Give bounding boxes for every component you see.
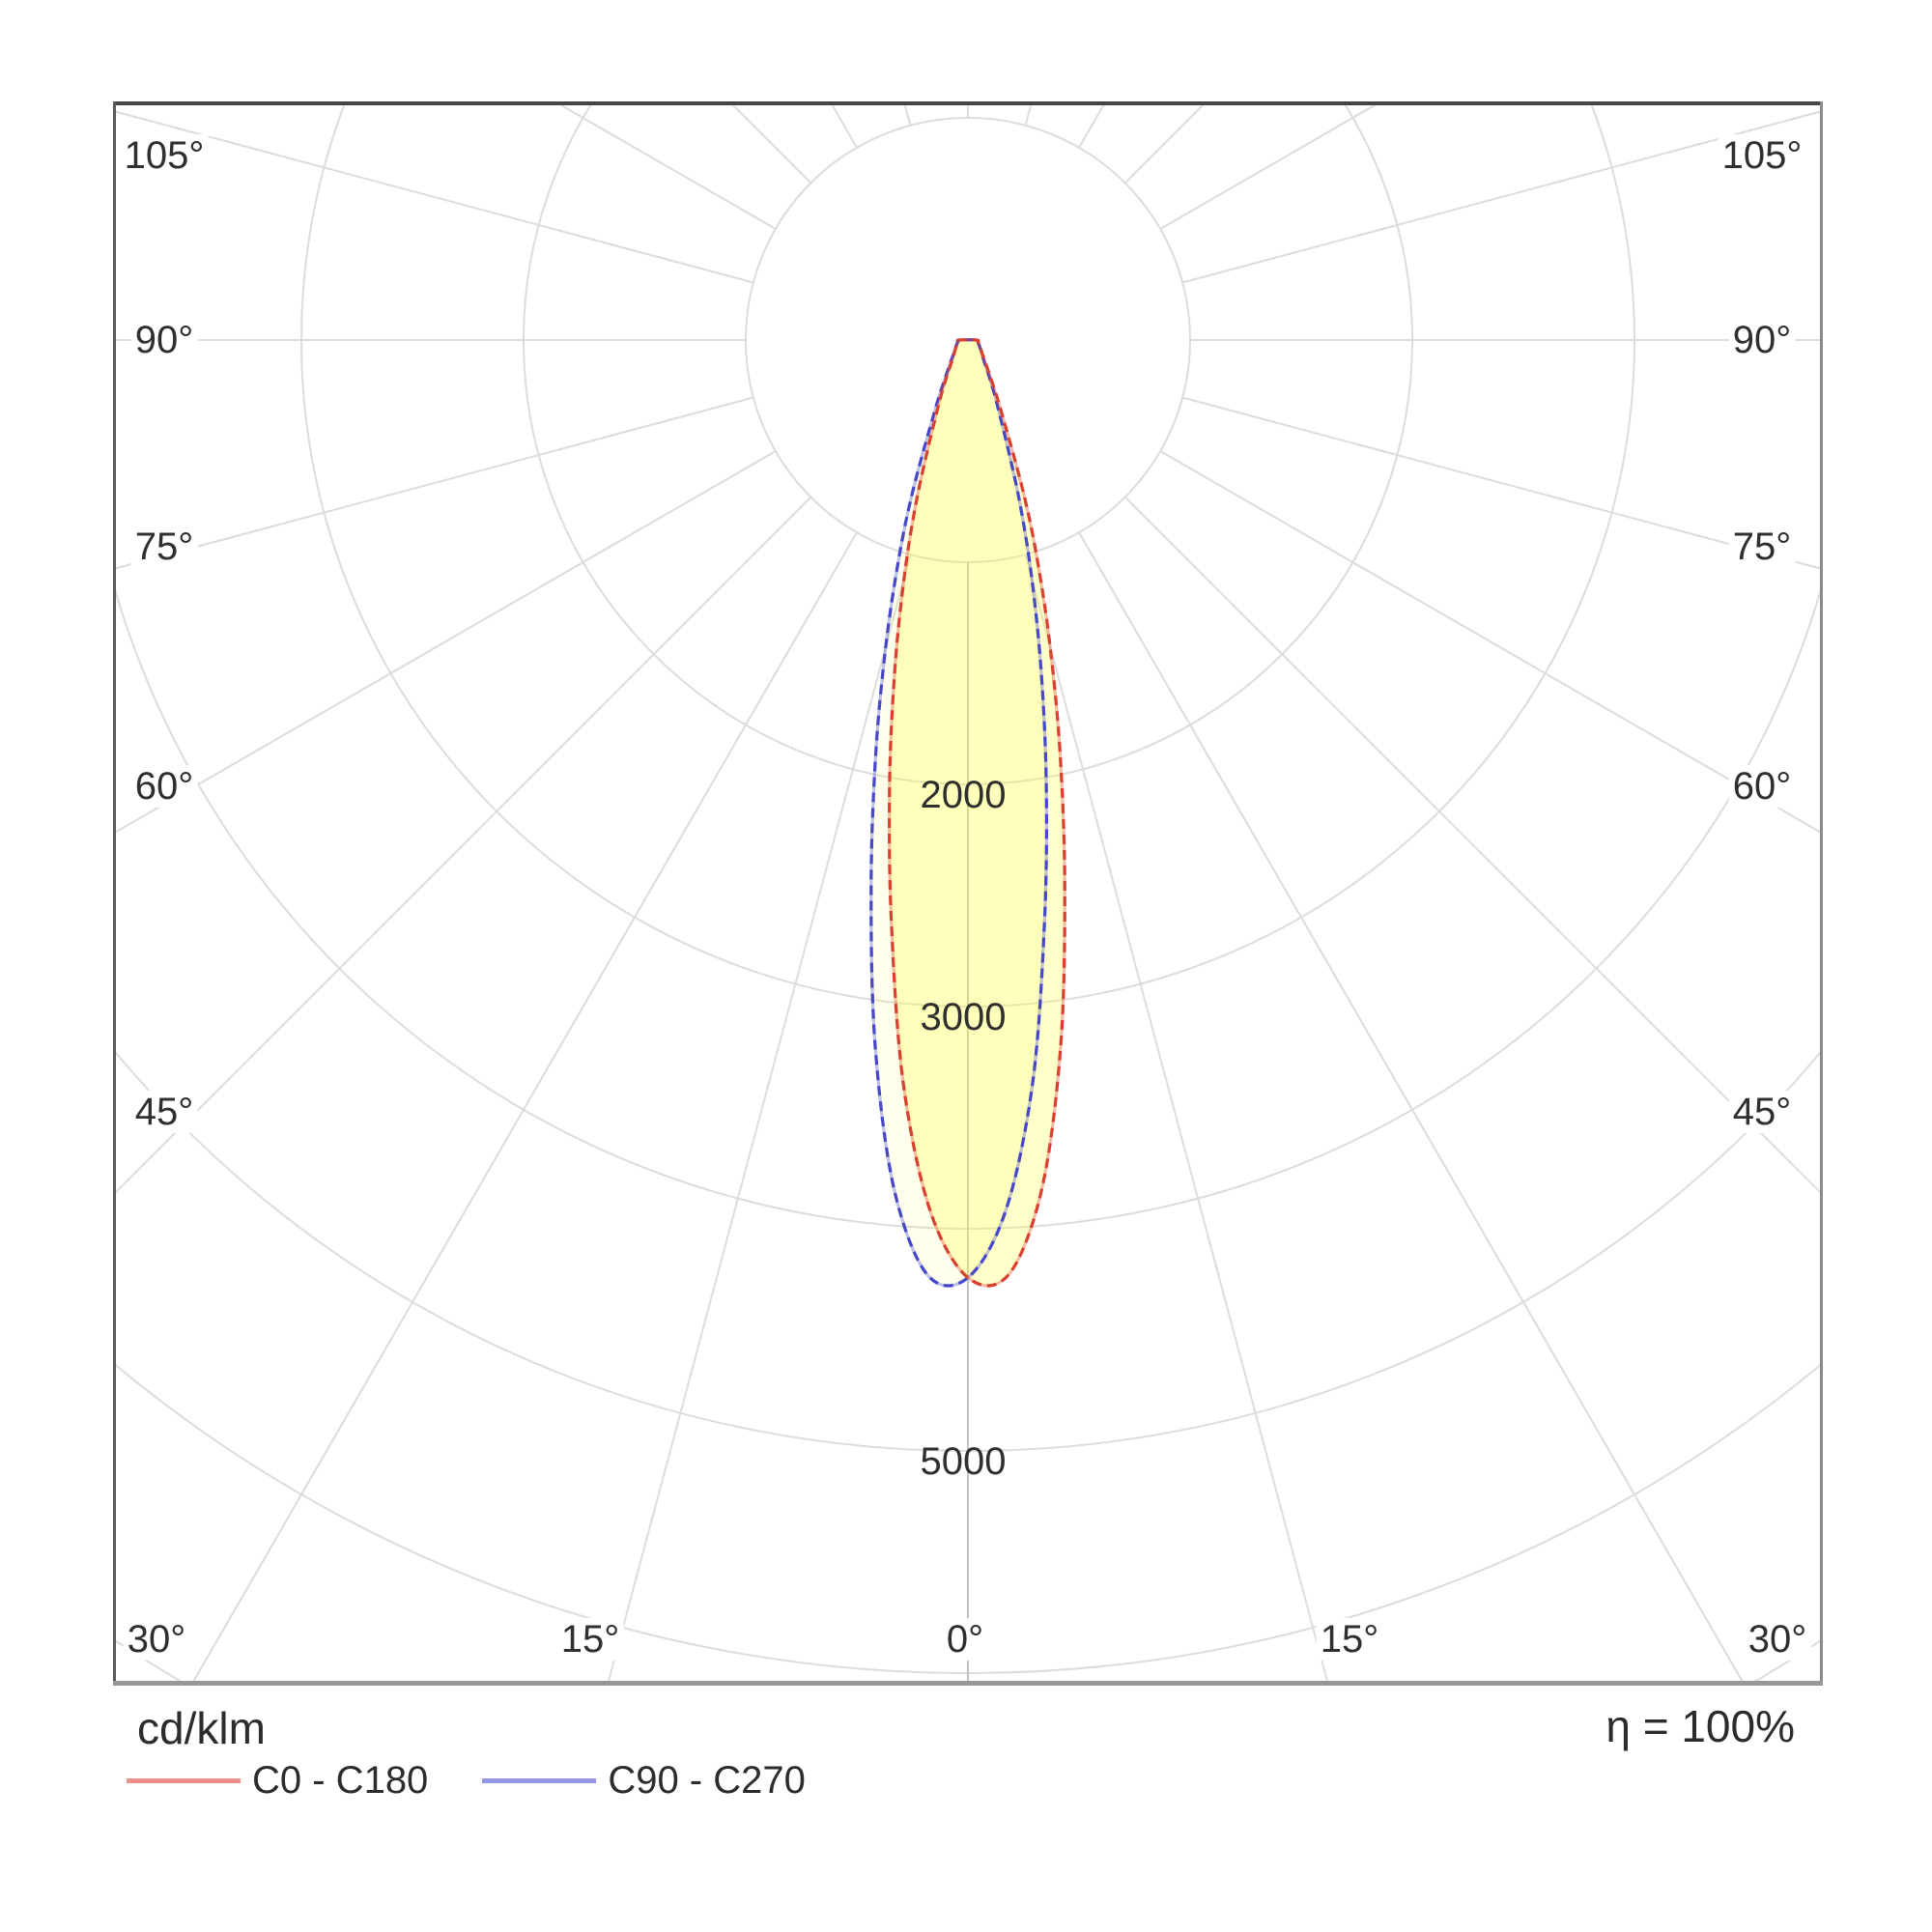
grid-ray-135 <box>1123 105 1205 185</box>
ring-value-label-5000: 5000 <box>921 1440 1007 1483</box>
angle-label-right-105°: 105° <box>1718 134 1806 177</box>
frame-border-top <box>113 101 1823 105</box>
angle-label-right-45°: 45° <box>1728 1091 1796 1133</box>
legend-label-c90-c270: C90 - C270 <box>608 1758 806 1802</box>
angle-label-bottom-4-30°: 30° <box>1744 1618 1811 1661</box>
ring-value-label-3000: 3000 <box>921 996 1007 1038</box>
angle-label-right-90°: 90° <box>1728 319 1796 361</box>
angle-label-left-60°: 60° <box>130 765 198 808</box>
legend-label-c0-c180: C0 - C180 <box>252 1758 429 1802</box>
angle-label-left-45°: 45° <box>130 1091 198 1133</box>
frame-border-bottom <box>113 1681 1823 1686</box>
grid-ray--105 <box>116 110 754 284</box>
angle-label-left-75°: 75° <box>130 526 198 568</box>
legend-line-c0-c180 <box>127 1777 241 1783</box>
grid-ray-75 <box>1181 396 1820 570</box>
beam-fill-c0-c180 <box>889 339 1065 1286</box>
grid-ray--60 <box>116 450 777 834</box>
angle-label-right-60°: 60° <box>1728 765 1796 808</box>
grid-ray-105 <box>1181 110 1820 284</box>
grid-ray-60 <box>1159 450 1820 834</box>
frame-border-left <box>113 101 116 1686</box>
ring-value-label-2000: 2000 <box>921 774 1007 816</box>
efficiency-label: η = 100% <box>1605 1701 1795 1751</box>
angle-label-left-90°: 90° <box>130 319 198 361</box>
angle-label-bottom-1-15°: 15° <box>556 1618 624 1661</box>
grid-ray--75 <box>116 396 754 570</box>
grid-ray--120 <box>559 105 777 230</box>
angle-label-right-75°: 75° <box>1728 526 1796 568</box>
grid-ray-15 <box>1024 554 1328 1681</box>
frame-border-right <box>1820 101 1823 1686</box>
grid-ray-165 <box>1024 105 1033 127</box>
curve-c0-c180 <box>887 338 1066 1288</box>
units-label: cd/klm <box>137 1703 266 1753</box>
grid-ray--45 <box>116 496 812 1194</box>
grid-ray--15 <box>608 554 912 1681</box>
grid-ray--150 <box>831 105 858 149</box>
beam-fill-c90-c270 <box>870 339 1047 1286</box>
grid-ray-45 <box>1123 496 1820 1194</box>
legend-line-c90-c270 <box>482 1777 597 1783</box>
angle-label-bottom-0-30°: 30° <box>123 1618 190 1661</box>
grid-ray-30 <box>1078 531 1744 1681</box>
grid-ray-120 <box>1159 105 1377 230</box>
angle-label-bottom-3-15°: 15° <box>1316 1618 1383 1661</box>
angle-label-left-105°: 105° <box>120 134 209 177</box>
grid-ray-150 <box>1078 105 1105 149</box>
grid-ray--30 <box>192 531 858 1681</box>
grid-ray--165 <box>903 105 912 127</box>
legend: C0 - C180 C90 - C270 <box>127 1758 806 1803</box>
angle-label-bottom-2-0°: 0° <box>942 1618 988 1661</box>
